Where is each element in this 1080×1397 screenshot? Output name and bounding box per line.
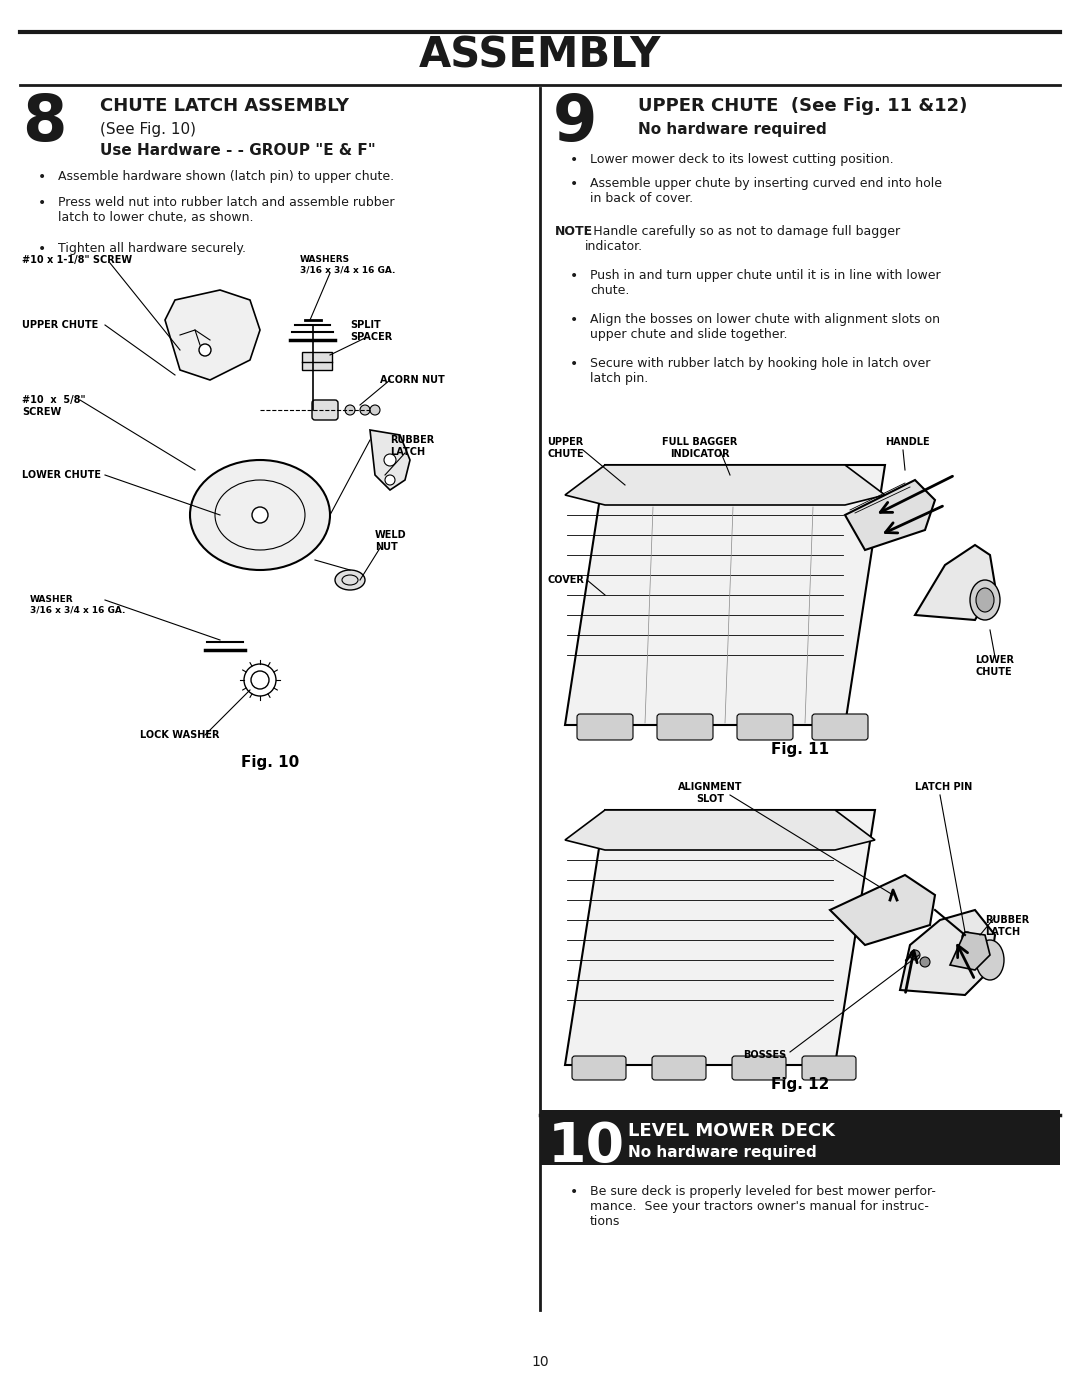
Text: LOCK WASHER: LOCK WASHER	[140, 731, 219, 740]
Text: Assemble upper chute by inserting curved end into hole
in back of cover.: Assemble upper chute by inserting curved…	[590, 177, 942, 205]
FancyBboxPatch shape	[577, 714, 633, 740]
Text: •: •	[570, 177, 578, 191]
FancyBboxPatch shape	[657, 714, 713, 740]
Text: Tighten all hardware securely.: Tighten all hardware securely.	[58, 242, 246, 256]
Polygon shape	[845, 481, 935, 550]
Text: COVER: COVER	[546, 576, 584, 585]
Text: Lower mower deck to its lowest cutting position.: Lower mower deck to its lowest cutting p…	[590, 154, 893, 166]
Polygon shape	[900, 909, 995, 995]
Circle shape	[384, 454, 396, 467]
Text: SPLIT
SPACER: SPLIT SPACER	[350, 320, 392, 342]
Circle shape	[962, 932, 972, 942]
Text: BOSSES: BOSSES	[743, 1051, 786, 1060]
Text: #10  x  5/8"
SCREW: #10 x 5/8" SCREW	[22, 395, 85, 416]
Circle shape	[384, 475, 395, 485]
Text: •: •	[38, 170, 46, 184]
Polygon shape	[565, 810, 875, 849]
Text: •: •	[570, 1185, 578, 1199]
FancyBboxPatch shape	[802, 1056, 856, 1080]
Text: Assemble hardware shown (latch pin) to upper chute.: Assemble hardware shown (latch pin) to u…	[58, 170, 394, 183]
FancyBboxPatch shape	[652, 1056, 706, 1080]
Text: 9: 9	[553, 92, 597, 154]
Text: ALIGNMENT
SLOT: ALIGNMENT SLOT	[678, 782, 742, 803]
Text: Fig. 11: Fig. 11	[771, 742, 829, 757]
Text: LOWER CHUTE: LOWER CHUTE	[22, 469, 102, 481]
Text: 8: 8	[22, 92, 67, 154]
Ellipse shape	[976, 940, 1004, 981]
Text: CHUTE LATCH ASSEMBLY: CHUTE LATCH ASSEMBLY	[100, 96, 349, 115]
Text: WASHERS
3/16 x 3/4 x 16 GA.: WASHERS 3/16 x 3/4 x 16 GA.	[300, 256, 395, 274]
Circle shape	[370, 405, 380, 415]
Circle shape	[252, 507, 268, 522]
Text: WASHER
3/16 x 3/4 x 16 GA.: WASHER 3/16 x 3/4 x 16 GA.	[30, 595, 125, 615]
Text: •: •	[570, 270, 578, 284]
Polygon shape	[370, 430, 410, 490]
Circle shape	[360, 405, 370, 415]
Text: Use Hardware - - GROUP "E & F": Use Hardware - - GROUP "E & F"	[100, 142, 376, 158]
Text: UPPER CHUTE: UPPER CHUTE	[22, 320, 98, 330]
Text: •: •	[570, 358, 578, 372]
Text: Align the bosses on lower chute with alignment slots on
upper chute and slide to: Align the bosses on lower chute with ali…	[590, 313, 940, 341]
Text: ACORN NUT: ACORN NUT	[380, 374, 445, 386]
Polygon shape	[565, 810, 875, 1065]
FancyBboxPatch shape	[572, 1056, 626, 1080]
FancyBboxPatch shape	[312, 400, 338, 420]
Text: RUBBER
LATCH: RUBBER LATCH	[985, 915, 1029, 936]
Text: •: •	[570, 313, 578, 327]
Text: LOWER
CHUTE: LOWER CHUTE	[975, 655, 1014, 676]
Ellipse shape	[970, 580, 1000, 620]
Text: LATCH PIN: LATCH PIN	[915, 782, 972, 792]
Polygon shape	[831, 875, 935, 944]
Text: #10 x 1-1/8" SCREW: #10 x 1-1/8" SCREW	[22, 256, 132, 265]
Text: Push in and turn upper chute until it is in line with lower
chute.: Push in and turn upper chute until it is…	[590, 270, 941, 298]
Polygon shape	[565, 465, 885, 504]
Ellipse shape	[190, 460, 330, 570]
Text: LEVEL MOWER DECK: LEVEL MOWER DECK	[627, 1122, 835, 1140]
Text: 10: 10	[548, 1120, 625, 1173]
Text: Secure with rubber latch by hooking hole in latch over
latch pin.: Secure with rubber latch by hooking hole…	[590, 358, 930, 386]
Text: FULL BAGGER
INDICATOR: FULL BAGGER INDICATOR	[662, 437, 738, 458]
Text: HANDLE: HANDLE	[885, 437, 930, 447]
Text: ASSEMBLY: ASSEMBLY	[419, 35, 661, 77]
Text: No hardware required: No hardware required	[627, 1146, 816, 1160]
Ellipse shape	[976, 588, 994, 612]
Text: (See Fig. 10): (See Fig. 10)	[100, 122, 195, 137]
FancyBboxPatch shape	[302, 352, 332, 370]
Circle shape	[345, 405, 355, 415]
Polygon shape	[915, 545, 995, 620]
Text: Fig. 10: Fig. 10	[241, 754, 299, 770]
Text: : Handle carefully so as not to damage full bagger
indicator.: : Handle carefully so as not to damage f…	[585, 225, 900, 253]
Bar	[540, 1111, 1059, 1165]
Text: Be sure deck is properly leveled for best mower perfor-
mance.  See your tractor: Be sure deck is properly leveled for bes…	[590, 1185, 936, 1228]
Text: Press weld nut into rubber latch and assemble rubber
latch to lower chute, as sh: Press weld nut into rubber latch and ass…	[58, 196, 394, 224]
Ellipse shape	[335, 570, 365, 590]
Text: RUBBER
LATCH: RUBBER LATCH	[390, 434, 434, 457]
Polygon shape	[565, 465, 885, 725]
Text: No hardware required: No hardware required	[638, 122, 827, 137]
Text: 10: 10	[531, 1355, 549, 1369]
Text: UPPER CHUTE  (See Fig. 11 &12): UPPER CHUTE (See Fig. 11 &12)	[638, 96, 968, 115]
FancyBboxPatch shape	[812, 714, 868, 740]
Text: •: •	[38, 242, 46, 256]
Text: UPPER
CHUTE: UPPER CHUTE	[546, 437, 583, 458]
Circle shape	[920, 957, 930, 967]
Circle shape	[199, 344, 211, 356]
Text: Fig. 12: Fig. 12	[771, 1077, 829, 1092]
Text: WELD
NUT: WELD NUT	[375, 529, 407, 552]
FancyBboxPatch shape	[737, 714, 793, 740]
Text: NOTE: NOTE	[555, 225, 593, 237]
Polygon shape	[950, 932, 990, 970]
FancyBboxPatch shape	[732, 1056, 786, 1080]
Circle shape	[910, 950, 920, 960]
Text: •: •	[570, 154, 578, 168]
Polygon shape	[165, 291, 260, 380]
Text: •: •	[38, 196, 46, 210]
